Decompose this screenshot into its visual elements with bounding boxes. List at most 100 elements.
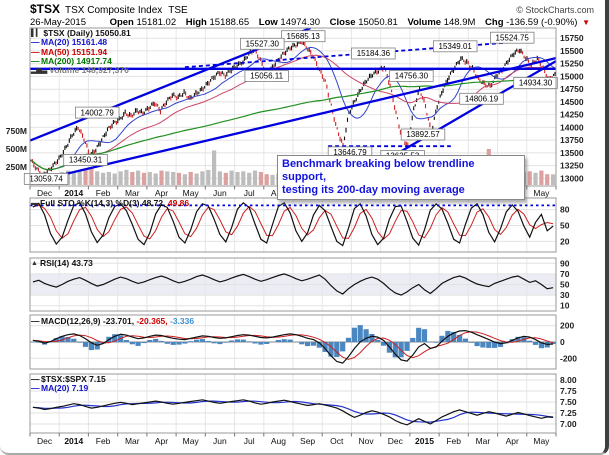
svg-text:200: 200 — [560, 321, 574, 331]
low-value: 14974.30 — [280, 17, 321, 28]
svg-text:Apr: Apr — [155, 436, 168, 446]
svg-text:14756.30: 14756.30 — [395, 72, 429, 81]
sto-legend-value-red: 49.86 — [165, 198, 190, 208]
svg-text:Apr: Apr — [506, 436, 519, 446]
svg-text:250M: 250M — [6, 162, 27, 172]
svg-text:14750: 14750 — [560, 84, 584, 94]
index-name: TSX Composite Index — [65, 5, 163, 16]
svg-text:30: 30 — [560, 290, 570, 300]
svg-text:7.50: 7.50 — [560, 397, 577, 407]
ma50-line-icon: — — [31, 46, 40, 57]
macd-line-icon: — — [31, 316, 40, 326]
svg-text:Dec: Dec — [37, 436, 53, 446]
svg-text:14250: 14250 — [560, 110, 584, 120]
low-label: Low — [258, 17, 278, 28]
svg-text:13892.57: 13892.57 — [406, 130, 440, 139]
svg-text:14002.79: 14002.79 — [81, 108, 115, 117]
svg-text:0: 0 — [560, 337, 565, 347]
svg-text:50: 50 — [560, 280, 570, 290]
svg-text:Mar: Mar — [125, 436, 140, 446]
ratio-legend-main: — $TSX:$SPX 7.15 — [31, 374, 106, 384]
price-legend-ma20: — MA(20) 15161.48 — [31, 37, 108, 48]
high-label: High — [185, 17, 207, 28]
svg-text:7.00: 7.00 — [560, 419, 577, 429]
svg-text:Aug: Aug — [271, 436, 286, 446]
svg-text:80: 80 — [560, 205, 570, 215]
quote-row: 26-May-2015 Open 15181.02 High 15188.65 … — [0, 16, 600, 28]
change-value: -136.59 (-0.90%) — [506, 17, 578, 28]
svg-text:15685.13: 15685.13 — [287, 32, 321, 41]
svg-text:13059.74: 13059.74 — [29, 175, 63, 184]
svg-text:Sep: Sep — [300, 436, 315, 446]
svg-text:15500: 15500 — [560, 46, 584, 56]
svg-text:Jul: Jul — [244, 188, 255, 198]
candlestick-series-icon: ▌▎ — [31, 30, 42, 37]
ratio-legend: — $TSX:$SPX 7.15 — MA(20) 7.19 — [31, 374, 106, 394]
ratio-legend-ma20: — MA(20) 7.19 — [31, 383, 89, 394]
svg-text:2015: 2015 — [415, 436, 434, 446]
annotation-callout: Benchmark breaking below trendline suppo… — [277, 155, 525, 200]
svg-text:8.00: 8.00 — [560, 375, 577, 385]
annotation-line2: testing its 200-day moving average — [282, 184, 465, 196]
ratio-ma-line-icon: — — [31, 383, 40, 394]
open-label: Open — [109, 17, 134, 28]
svg-text:14500: 14500 — [560, 97, 584, 107]
sto-series-icon: ▬ — [31, 200, 38, 207]
change-down-icon: ▼ — [582, 18, 590, 27]
svg-text:15000: 15000 — [560, 71, 584, 81]
svg-text:Feb: Feb — [446, 436, 461, 446]
macd-legend: — MACD(12,26,9) -23.701, -20.365, -3.336 — [31, 316, 195, 326]
title-row: $TSX TSX Composite Index TSE © StockChar… — [0, 0, 600, 16]
svg-text:Feb: Feb — [96, 436, 111, 446]
exchange-label: TSE — [168, 5, 188, 16]
ma20-line-icon: — — [31, 37, 40, 48]
svg-text:Jul: Jul — [244, 436, 255, 446]
macd-legend-signal: -20.365, — [134, 316, 168, 326]
close-label: Close — [329, 17, 356, 28]
svg-text:Mar: Mar — [125, 188, 140, 198]
svg-text:14000: 14000 — [560, 122, 584, 132]
high-value: 15188.65 — [209, 17, 250, 28]
svg-text:500M: 500M — [6, 144, 27, 154]
ticker-symbol: $TSX — [30, 2, 61, 16]
svg-text:13250: 13250 — [560, 161, 584, 171]
copyright-label: © StockCharts.com — [516, 5, 594, 15]
svg-text:Dec: Dec — [388, 436, 404, 446]
svg-text:7.75: 7.75 — [560, 386, 577, 396]
svg-text:Feb: Feb — [96, 188, 111, 198]
svg-text:750M: 750M — [6, 126, 27, 136]
svg-text:May: May — [533, 436, 550, 446]
rsi-legend: ▲ RSI(14) 43.73 — [31, 258, 93, 268]
svg-text:50: 50 — [560, 221, 570, 231]
price-legend-ma50: — MA(50) 15151.94 — [31, 46, 108, 57]
ratio-line-icon: — — [31, 374, 40, 384]
chart-header: $TSX TSX Composite Index TSE © StockChar… — [0, 0, 600, 28]
svg-text:Apr: Apr — [155, 188, 168, 198]
svg-text:May: May — [183, 436, 200, 446]
svg-text:2014: 2014 — [64, 188, 83, 198]
close-value: 15050.81 — [358, 17, 398, 28]
svg-text:Dec: Dec — [37, 188, 53, 198]
macd-legend-hist: -3.336 — [167, 316, 195, 326]
svg-text:14934.30: 14934.30 — [519, 79, 553, 88]
svg-text:May: May — [533, 188, 550, 198]
svg-text:15349.01: 15349.01 — [439, 42, 473, 51]
svg-text:15527.30: 15527.30 — [246, 40, 280, 49]
quote-date: 26-May-2015 — [30, 17, 86, 28]
svg-text:Oct: Oct — [330, 436, 344, 446]
svg-text:15524.75: 15524.75 — [496, 33, 530, 42]
svg-text:15750: 15750 — [560, 33, 584, 43]
svg-text:13750: 13750 — [560, 135, 584, 145]
price-legend-main: ▌▎ $TSX (Daily) 15050.81 — [31, 28, 131, 38]
svg-text:15056.11: 15056.11 — [250, 72, 283, 81]
svg-text:15250: 15250 — [560, 59, 584, 69]
volume-value: 148.9M — [443, 17, 476, 28]
svg-text:Jun: Jun — [213, 436, 227, 446]
volume-label: Volume — [407, 17, 442, 28]
svg-text:70: 70 — [560, 269, 570, 279]
rsi-series-icon: ▲ — [31, 260, 38, 267]
volume-bars-icon: ▂▅▃ — [31, 67, 48, 75]
macd-legend-label: — MACD(12,26,9) -23.701, — [31, 316, 135, 326]
svg-text:13000: 13000 — [560, 173, 584, 183]
